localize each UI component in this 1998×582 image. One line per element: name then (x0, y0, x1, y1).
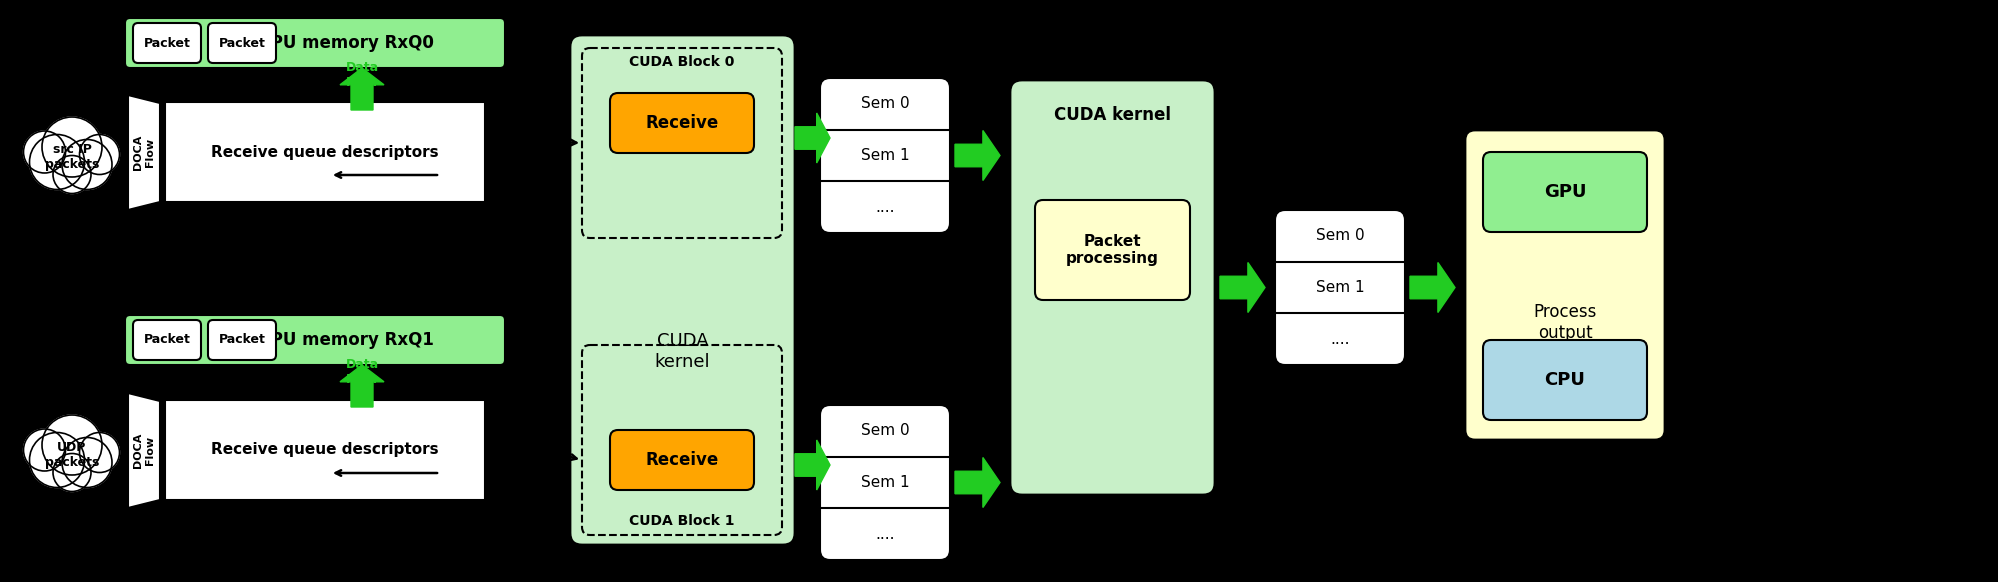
Circle shape (42, 117, 102, 177)
Circle shape (24, 131, 66, 173)
Text: src IP
packets: src IP packets (44, 143, 100, 171)
Text: GPU memory RxQ0: GPU memory RxQ0 (256, 34, 434, 52)
Circle shape (80, 432, 120, 473)
Text: Packet: Packet (218, 333, 266, 346)
Text: Receive queue descriptors: Receive queue descriptors (212, 442, 440, 457)
Circle shape (54, 155, 92, 193)
Circle shape (62, 140, 112, 190)
Polygon shape (955, 130, 999, 180)
Polygon shape (128, 95, 160, 210)
Text: GPU memory RxQ1: GPU memory RxQ1 (256, 331, 434, 349)
Text: CPU: CPU (1544, 371, 1584, 389)
Bar (166, 102, 486, 202)
FancyBboxPatch shape (1483, 340, 1646, 420)
Text: Packet: Packet (218, 37, 266, 49)
Text: ....: .... (1329, 332, 1349, 347)
Text: DOCA
Flow: DOCA Flow (134, 433, 154, 468)
Text: CUDA
kernel: CUDA kernel (655, 332, 709, 371)
Circle shape (30, 134, 84, 190)
Text: Sem 1: Sem 1 (861, 475, 909, 490)
Polygon shape (795, 440, 829, 490)
Circle shape (62, 438, 112, 488)
FancyBboxPatch shape (1465, 130, 1664, 440)
FancyBboxPatch shape (819, 78, 949, 233)
Text: UDP
packets: UDP packets (44, 441, 100, 469)
Text: Packet: Packet (144, 333, 190, 346)
Circle shape (80, 134, 120, 175)
Text: Sem 1: Sem 1 (861, 148, 909, 163)
Text: Packet: Packet (144, 37, 190, 49)
Text: Process
output: Process output (1532, 303, 1596, 342)
FancyBboxPatch shape (208, 23, 276, 63)
Polygon shape (1219, 262, 1265, 313)
Text: Data
Path: Data Path (346, 358, 378, 386)
FancyBboxPatch shape (126, 18, 505, 68)
Text: CUDA Block 1: CUDA Block 1 (629, 514, 735, 528)
FancyBboxPatch shape (609, 430, 753, 490)
Text: DOCA
Flow: DOCA Flow (134, 135, 154, 170)
Bar (166, 400, 486, 500)
Circle shape (54, 453, 92, 492)
FancyBboxPatch shape (1275, 210, 1405, 365)
Text: Sem 0: Sem 0 (861, 423, 909, 438)
Text: CUDA Block 0: CUDA Block 0 (629, 55, 735, 69)
Text: Sem 1: Sem 1 (1315, 280, 1363, 295)
FancyBboxPatch shape (569, 35, 795, 545)
FancyBboxPatch shape (208, 320, 276, 360)
Text: Data
Path: Data Path (346, 61, 378, 89)
FancyBboxPatch shape (1483, 152, 1646, 232)
Text: Packet
processing: Packet processing (1065, 234, 1159, 266)
Polygon shape (340, 68, 384, 110)
FancyBboxPatch shape (1035, 200, 1189, 300)
Text: CUDA kernel: CUDA kernel (1053, 106, 1171, 124)
Text: Sem 0: Sem 0 (861, 97, 909, 111)
Text: Sem 0: Sem 0 (1315, 228, 1363, 243)
Polygon shape (340, 365, 384, 407)
Polygon shape (128, 393, 160, 508)
Text: ....: .... (875, 200, 895, 215)
FancyBboxPatch shape (126, 315, 505, 365)
FancyBboxPatch shape (134, 23, 202, 63)
Polygon shape (795, 113, 829, 163)
FancyBboxPatch shape (1009, 80, 1215, 495)
Text: Receive queue descriptors: Receive queue descriptors (212, 144, 440, 159)
Polygon shape (955, 457, 999, 508)
Text: ....: .... (875, 527, 895, 542)
Text: GPU: GPU (1542, 183, 1586, 201)
Circle shape (24, 429, 66, 471)
Text: Receive: Receive (645, 451, 717, 469)
Circle shape (30, 432, 84, 488)
FancyBboxPatch shape (819, 405, 949, 560)
Polygon shape (1409, 262, 1455, 313)
Circle shape (42, 415, 102, 475)
FancyBboxPatch shape (609, 93, 753, 153)
FancyBboxPatch shape (134, 320, 202, 360)
Text: Receive: Receive (645, 114, 717, 132)
